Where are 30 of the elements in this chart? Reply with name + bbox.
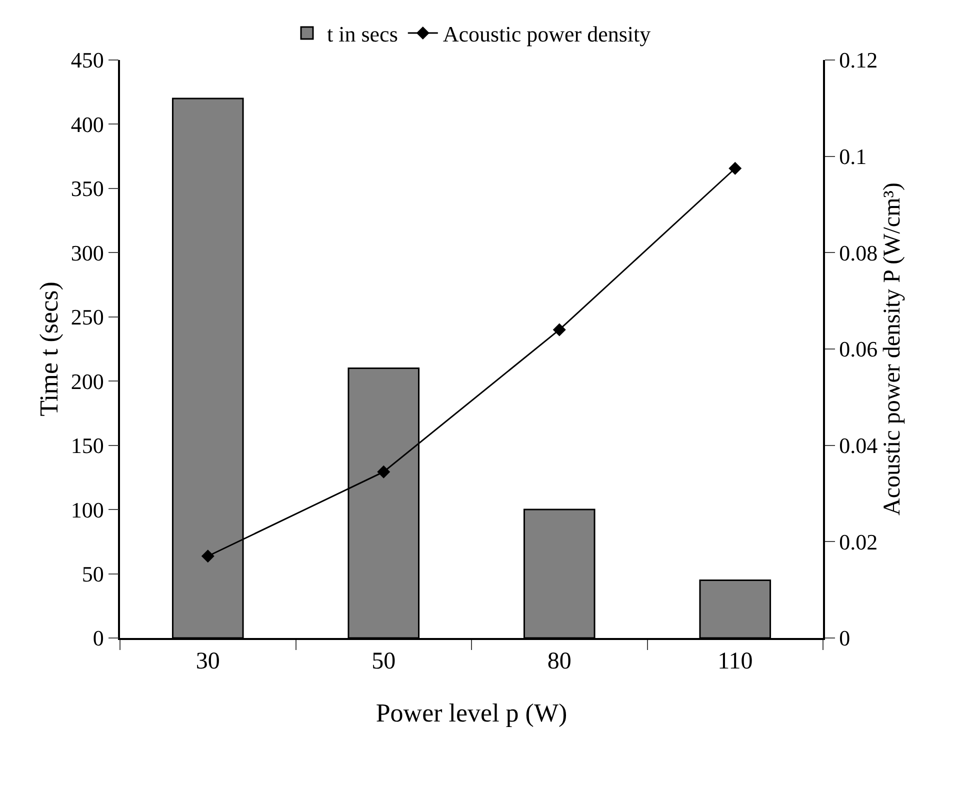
- y-tick-label: 0: [92, 626, 104, 651]
- point: [552, 323, 566, 336]
- y-tick-label: 150: [70, 433, 104, 458]
- y2-axis-title: Acoustic power density P (W/cm³): [880, 182, 906, 516]
- y2-tick-label: 0.12: [839, 48, 878, 73]
- y2-tick-label: 0.04: [839, 433, 878, 458]
- y2-tick-label: 0.08: [839, 240, 878, 266]
- x-axis-title: Power level p (W): [376, 698, 568, 728]
- x-tick-label: 80: [547, 648, 572, 675]
- y-tick-label: 100: [70, 497, 104, 522]
- y-axis-title: Time t (secs): [34, 282, 64, 416]
- x-tick-label: 110: [718, 648, 753, 675]
- y-tick-label: 50: [82, 561, 104, 586]
- legend-label: Acoustic power density: [442, 22, 651, 47]
- legend-label: t in secs: [327, 22, 398, 47]
- x-tick-label: 30: [196, 648, 220, 675]
- point: [728, 162, 742, 175]
- x-tick-label: 50: [372, 648, 396, 675]
- y2-tick-label: 0.02: [839, 529, 878, 554]
- y2-tick-label: 0.1: [839, 144, 867, 170]
- y-tick-label: 300: [70, 240, 104, 266]
- point: [201, 550, 214, 563]
- point: [377, 465, 390, 478]
- y-tick-label: 400: [70, 112, 104, 137]
- y2-tick-label: 0.06: [839, 336, 878, 362]
- y-tick-label: 200: [70, 368, 104, 394]
- y-tick-label: 250: [70, 304, 104, 330]
- y-tick-label: 450: [70, 48, 104, 73]
- y2-tick-label: 0: [839, 626, 850, 651]
- y-tick-label: 350: [70, 176, 104, 202]
